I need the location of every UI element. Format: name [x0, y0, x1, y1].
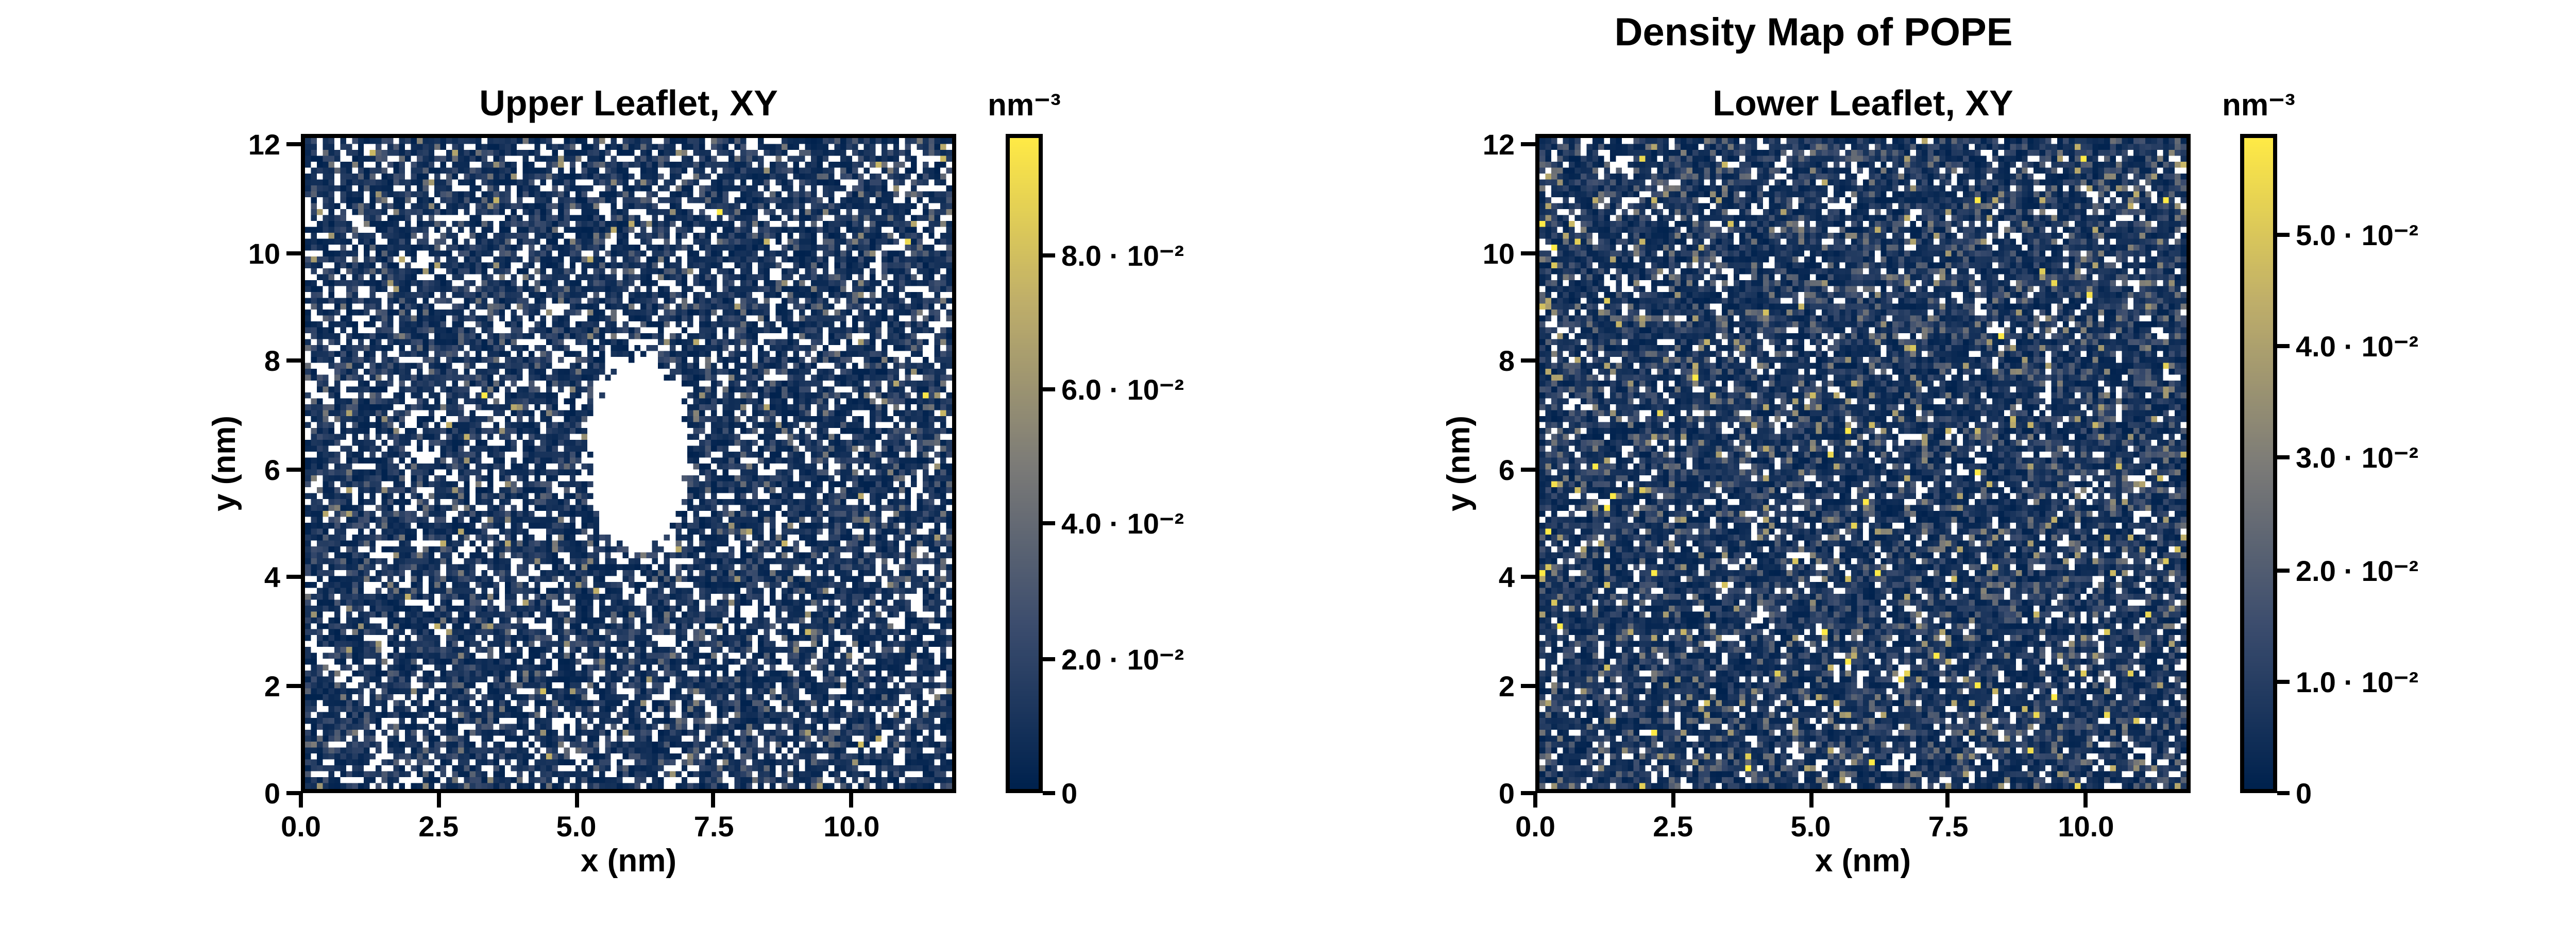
colorbar-tick-label: 3.0 · 10⁻² [2296, 441, 2419, 475]
x-tick-mark [1808, 793, 1813, 808]
colorbar-unit-label: nm⁻³ [2222, 89, 2295, 124]
colorbar-canvas [2244, 138, 2273, 789]
y-tick-label: 6 [1498, 452, 1515, 486]
heatmap-plot-area [1535, 134, 2191, 793]
x-tick-label: 10.0 [823, 810, 880, 843]
x-tick-label: 7.5 [693, 810, 734, 843]
figure-title: Density Map of POPE [1614, 12, 2013, 56]
y-tick-label: 12 [248, 128, 280, 161]
colorbar-tick-mark [2277, 791, 2290, 795]
y-tick-label: 4 [1498, 560, 1515, 594]
panel-title: Upper Leaflet, XY [479, 82, 778, 124]
colorbar-tick-mark [1043, 791, 1055, 795]
panel-lower-leaflet: Lower Leaflet, XY y (nm) x (nm) nm⁻³ 0 2 4… [1234, 0, 2471, 927]
colorbar-tick-label: 0 [1061, 777, 1078, 810]
y-tick-mark [1521, 575, 1535, 579]
y-tick-mark [286, 791, 301, 795]
y-tick-label: 0 [1498, 777, 1515, 810]
colorbar-tick-mark [1043, 522, 1055, 526]
y-tick-mark [1521, 250, 1535, 255]
x-tick-label: 0.0 [1515, 810, 1555, 843]
colorbar-tick-label: 1.0 · 10⁻² [2296, 665, 2419, 698]
y-tick-mark [1521, 791, 1535, 795]
y-tick-mark [1521, 142, 1535, 147]
x-tick-mark [711, 793, 716, 808]
x-tick-label: 2.5 [418, 810, 459, 843]
colorbar-tick-mark [1043, 387, 1055, 392]
x-tick-label: 0.0 [281, 810, 321, 843]
y-tick-mark [286, 142, 301, 147]
x-tick-mark [574, 793, 579, 808]
x-tick-mark [1671, 793, 1675, 808]
colorbar-tick-mark [2277, 232, 2290, 237]
x-tick-mark [299, 793, 303, 808]
y-tick-label: 6 [264, 452, 280, 486]
y-axis-label: y (nm) [208, 416, 243, 511]
heatmap-canvas [1539, 138, 2187, 789]
colorbar-tick-label: 5.0 · 10⁻² [2296, 218, 2419, 251]
colorbar-tick-label: 0 [2296, 777, 2312, 810]
x-tick-label: 5.0 [1790, 810, 1831, 843]
x-tick-mark [2083, 793, 2088, 808]
x-tick-label: 2.5 [1653, 810, 1693, 843]
colorbar-tick-mark [2277, 568, 2290, 572]
colorbar-tick-mark [2277, 679, 2290, 683]
y-tick-label: 10 [1482, 236, 1515, 269]
panel-upper-leaflet: Upper Leaflet, XY y (nm) x (nm) nm⁻³ 0 2 4… [0, 0, 1236, 927]
x-tick-mark [1533, 793, 1537, 808]
y-tick-mark [286, 575, 301, 579]
y-tick-mark [1521, 467, 1535, 471]
y-tick-mark [286, 250, 301, 255]
colorbar-tick-mark [2277, 344, 2290, 349]
colorbar-unit-label: nm⁻³ [988, 89, 1061, 124]
y-tick-mark [286, 358, 301, 363]
y-tick-mark [1521, 358, 1535, 363]
y-tick-mark [1521, 683, 1535, 688]
colorbar-tick-mark [2277, 456, 2290, 460]
x-tick-mark [1946, 793, 1951, 808]
x-axis-label: x (nm) [581, 845, 676, 880]
colorbar [2240, 134, 2277, 793]
y-tick-label: 4 [264, 560, 280, 594]
colorbar [1006, 134, 1043, 793]
x-tick-label: 7.5 [1928, 810, 1969, 843]
x-axis-label: x (nm) [1815, 845, 1911, 880]
colorbar-tick-label: 4.0 · 10⁻² [1061, 507, 1184, 541]
colorbar-tick-mark [1043, 253, 1055, 258]
y-tick-mark [286, 683, 301, 688]
y-tick-label: 2 [1498, 668, 1515, 702]
heatmap-canvas [305, 138, 952, 789]
colorbar-canvas [1010, 138, 1039, 789]
colorbar-tick-label: 6.0 · 10⁻² [1061, 373, 1184, 406]
y-tick-mark [286, 467, 301, 471]
y-tick-label: 0 [264, 777, 280, 810]
x-tick-mark [849, 793, 854, 808]
panel-transversal-view: Transversal View, YZ z (nm) y (nm) nm⁻³ … [2475, 0, 2576, 927]
colorbar-tick-label: 2.0 · 10⁻² [2296, 553, 2419, 587]
y-tick-label: 12 [1482, 128, 1515, 161]
y-tick-label: 10 [248, 236, 280, 269]
heatmap-plot-area [301, 134, 956, 793]
colorbar-tick-label: 4.0 · 10⁻² [2296, 330, 2419, 363]
y-axis-label: y (nm) [1443, 416, 1478, 511]
y-tick-label: 8 [264, 344, 280, 377]
colorbar-tick-label: 2.0 · 10⁻² [1061, 642, 1184, 675]
x-tick-mark [436, 793, 441, 808]
y-tick-label: 2 [264, 668, 280, 702]
x-tick-label: 10.0 [2058, 810, 2114, 843]
x-tick-label: 5.0 [556, 810, 597, 843]
colorbar-tick-label: 8.0 · 10⁻² [1061, 238, 1184, 272]
y-tick-label: 8 [1498, 344, 1515, 377]
panel-title: Lower Leaflet, XY [1713, 82, 2013, 124]
colorbar-tick-mark [1043, 656, 1055, 661]
